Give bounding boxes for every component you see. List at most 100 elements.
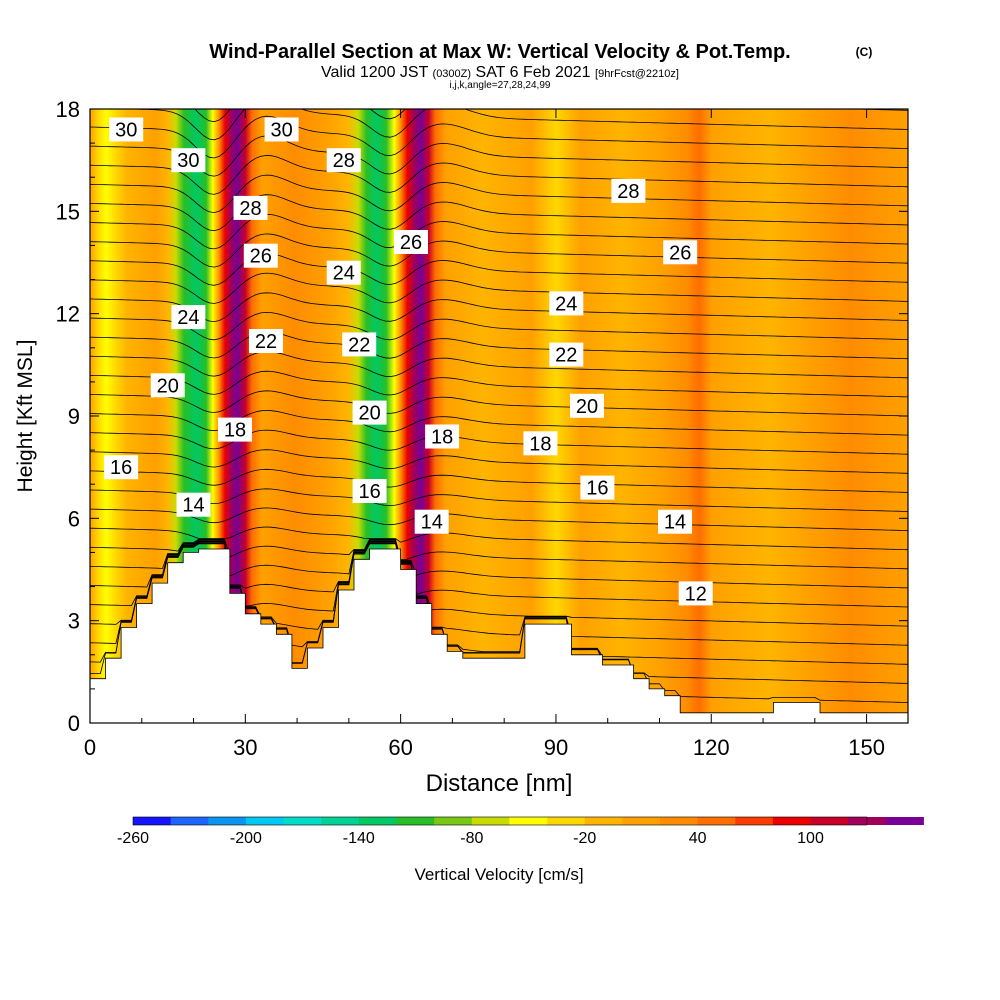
svg-text:12: 12 [685, 583, 707, 605]
isentrope-line [90, 488, 908, 512]
isentrope-label: 12 [678, 581, 713, 606]
colorbar-swatch [170, 817, 209, 825]
grid-indices: i,j,k,angle=27,28,24,99 [450, 80, 551, 91]
svg-text:16: 16 [358, 481, 380, 503]
colorbar-swatch [810, 817, 849, 825]
colorbar-tick-label: 100 [797, 830, 824, 847]
svg-text:22: 22 [555, 345, 577, 367]
colorbar-swatch [321, 817, 360, 825]
isentrope-label: 20 [352, 400, 387, 425]
y-axis-label: Height [Kft MSL] [14, 340, 37, 493]
svg-text:14: 14 [182, 495, 204, 517]
isentrope-label: 18 [523, 431, 558, 456]
isentrope-line [90, 253, 908, 286]
isentrope-label: 28 [326, 148, 361, 173]
colorbar-tick-label: -140 [343, 830, 375, 847]
isentrope-line [90, 370, 908, 398]
x-tick-label: 90 [544, 735, 568, 760]
svg-text:26: 26 [669, 242, 691, 264]
x-tick-label: 150 [848, 735, 885, 760]
y-tick-label: 0 [68, 711, 80, 736]
isentrope-label: 24 [171, 305, 206, 330]
isentrope-line [90, 526, 908, 551]
isentrope-label: 16 [352, 479, 387, 503]
colorbar-label: Vertical Velocity [cm/s] [414, 865, 583, 884]
chart-title: Wind-Parallel Section at Max W: Vertical… [209, 41, 790, 63]
axes: 0 30 60 90 120 150 0 3 6 9 12 15 18 [56, 97, 908, 760]
svg-text:24: 24 [177, 307, 199, 329]
colorbar-swatch [772, 817, 811, 825]
x-tick-label: 60 [388, 735, 412, 760]
isentrope-label: 30 [264, 117, 299, 142]
svg-text:28: 28 [617, 181, 639, 203]
isentrope-label: 30 [109, 117, 144, 142]
isentrope-label: 26 [394, 230, 428, 254]
colorbar-tick-label: -260 [117, 830, 149, 847]
colorbar-tick-label: -200 [230, 830, 262, 847]
colorbar-swatch [133, 817, 172, 825]
x-tick-label: 30 [233, 735, 257, 760]
isentrope-label: 14 [658, 509, 692, 534]
colorbar-frame [132, 816, 868, 826]
isentrope-line [194, 109, 908, 123]
colorbar-tick-label: -20 [573, 830, 596, 847]
colorbar-swatch [660, 817, 699, 825]
colorbar-swatch [509, 817, 548, 825]
svg-text:30: 30 [270, 120, 292, 142]
colorbar-swatch [735, 817, 774, 825]
svg-text:20: 20 [157, 375, 179, 397]
svg-text:14: 14 [421, 512, 443, 534]
svg-text:24: 24 [555, 293, 577, 315]
y-tick-label: 12 [56, 302, 80, 327]
svg-text:16: 16 [110, 457, 132, 479]
isentrope-line [90, 468, 908, 493]
copyright-mark: (C) [856, 45, 873, 59]
isentrope-label: 22 [549, 342, 584, 367]
isentrope-line [90, 311, 908, 341]
colorbar-swatch [245, 817, 284, 825]
isentrope-line [90, 155, 908, 195]
colorbar-swatch [396, 817, 435, 825]
x-tick-label: 0 [84, 735, 96, 760]
isentrope-line [90, 351, 908, 379]
x-tick-label: 120 [693, 735, 730, 760]
isentrope-line [90, 174, 908, 214]
isentrope-label: 20 [570, 393, 604, 418]
isentrope-line [90, 331, 908, 360]
isentrope-label: 20 [150, 373, 185, 398]
isentrope-label: 26 [243, 243, 278, 268]
isentrope-line [90, 449, 908, 474]
valid-prefix: Valid 1200 JST [321, 64, 429, 81]
svg-text:28: 28 [333, 150, 355, 172]
valid-utc: (0300Z) [433, 68, 472, 80]
colorbar-swatch [622, 817, 661, 825]
isentrope-labels: 30 30 30 28 28 28 26 26 26 24 24 24 22 22 22 20 20 20 18 18… [104, 117, 713, 606]
colorbar-swatch [471, 817, 510, 825]
isentrope-line [90, 538, 908, 570]
svg-text:20: 20 [576, 396, 598, 418]
svg-text:28: 28 [239, 198, 261, 220]
isentrope-label: 28 [233, 195, 268, 220]
svg-text:20: 20 [358, 403, 380, 425]
svg-text:18: 18 [529, 433, 551, 455]
isentrope-line [90, 115, 908, 159]
svg-text:26: 26 [400, 232, 422, 254]
isentrope-line [90, 292, 908, 323]
y-tick-label: 9 [68, 404, 80, 429]
forecast-tag: [9hrFcst@2210z] [595, 68, 679, 80]
colorbar-swatch [434, 817, 473, 825]
svg-text:26: 26 [250, 246, 272, 268]
colorbar-tick-label: -80 [460, 830, 483, 847]
isentrope-label: 28 [611, 178, 646, 203]
svg-text:18: 18 [224, 420, 246, 442]
isentrope-label: 24 [326, 260, 361, 285]
colorbar-swatch [283, 817, 322, 825]
isentrope-line [90, 194, 908, 232]
y-tick-label: 3 [68, 609, 80, 634]
isentrope-line [90, 213, 908, 250]
isentrope-label: 14 [414, 509, 449, 534]
isentrope-line [90, 429, 908, 455]
colorbar-tick-label: 40 [689, 830, 707, 847]
isentrope-line [90, 233, 908, 268]
isentrope-line [115, 109, 908, 141]
